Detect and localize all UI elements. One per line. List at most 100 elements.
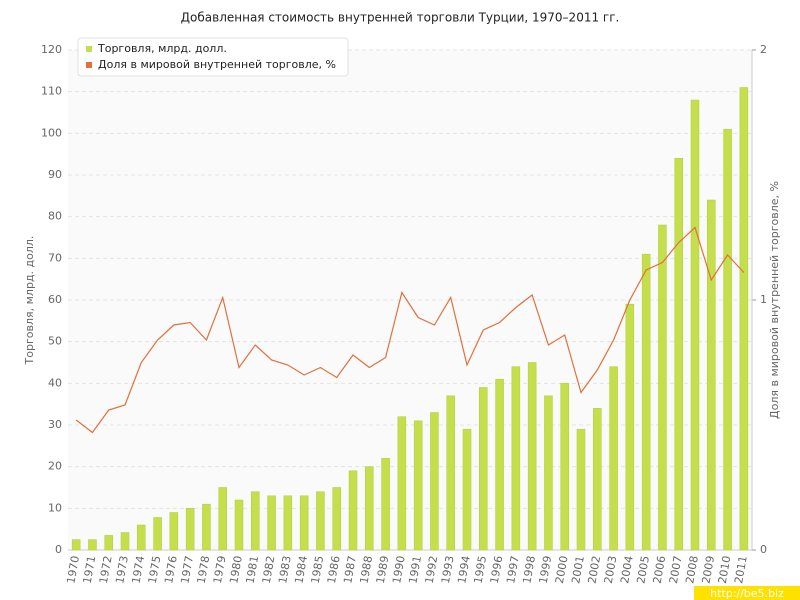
bar	[267, 495, 276, 551]
bar	[185, 508, 195, 551]
x-tick-label: 1985	[309, 555, 327, 585]
x-tick-label: 1979	[211, 555, 229, 585]
x-tick-label: 1988	[358, 555, 376, 585]
legend-swatch	[86, 62, 92, 68]
bar	[593, 408, 602, 551]
legend-label: Торговля, млрд. долл.	[97, 42, 227, 55]
x-tick-label: 1972	[97, 555, 115, 585]
x-tick-label: 1977	[178, 555, 196, 585]
y2-tick-label: 2	[760, 43, 767, 56]
y-tick-label: 120	[41, 43, 62, 56]
x-tick-label: 1987	[341, 555, 359, 585]
x-tick-label: 2006	[651, 555, 669, 585]
bar	[153, 517, 162, 551]
bar	[169, 512, 179, 551]
bar	[495, 378, 504, 551]
x-tick-label: 2001	[569, 555, 587, 585]
x-tick-label: 2008	[683, 555, 701, 585]
bar	[413, 420, 423, 551]
bar	[739, 87, 749, 551]
y-tick-label: 100	[41, 126, 62, 139]
bar	[381, 458, 390, 551]
legend-box	[77, 37, 349, 77]
bar	[397, 416, 407, 551]
bar	[283, 495, 293, 551]
bar	[723, 128, 732, 551]
x-tick-label: 2002	[586, 555, 604, 585]
y-tick-label: 10	[48, 501, 62, 514]
x-tick-label: 1980	[227, 555, 245, 585]
x-tick-label: 1976	[162, 555, 180, 585]
legend-swatch	[86, 46, 92, 52]
y-tick-label: 80	[48, 210, 62, 223]
x-tick-label: 1993	[439, 555, 457, 585]
bar	[137, 524, 146, 551]
x-tick-label: 1982	[260, 555, 278, 585]
bar	[479, 387, 488, 551]
x-tick-label: 1986	[325, 555, 343, 585]
x-tick-label: 1994	[455, 555, 473, 585]
bar	[544, 395, 553, 551]
y-tick-label: 90	[48, 168, 62, 181]
x-tick-label: 1981	[244, 555, 262, 585]
bar	[609, 366, 618, 551]
y-axis-label: Торговля, млрд. долл.	[23, 236, 36, 366]
x-tick-label: 1975	[146, 555, 164, 585]
x-tick-label: 2009	[700, 555, 718, 585]
y-tick-label: 20	[48, 460, 62, 473]
bar	[104, 535, 113, 551]
y-tick-label: 110	[41, 85, 62, 98]
bar	[641, 253, 651, 551]
x-tick-label: 1984	[292, 555, 310, 585]
bar	[218, 487, 227, 551]
y-tick-label: 0	[55, 543, 62, 556]
x-tick-label: 1999	[537, 555, 555, 585]
x-tick-label: 2010	[716, 555, 734, 585]
bar	[71, 539, 81, 551]
legend-label: Доля в мировой внутренней торговле, %	[98, 58, 336, 71]
x-tick-label: 2011	[732, 555, 750, 585]
x-tick-label: 1974	[130, 555, 148, 585]
x-tick-label: 2003	[602, 555, 620, 585]
y-tick-label: 70	[48, 251, 62, 264]
x-tick-label: 1991	[406, 555, 424, 585]
bar	[658, 224, 667, 551]
bar	[365, 466, 374, 551]
bar	[625, 303, 635, 551]
y-tick-label: 60	[48, 293, 62, 306]
x-tick-label: 1983	[276, 555, 294, 585]
y-tick-label: 50	[48, 335, 62, 348]
x-tick-label: 2007	[667, 555, 685, 585]
x-tick-label: 1971	[81, 555, 99, 585]
bar	[576, 428, 586, 551]
bar	[299, 495, 309, 551]
bar	[462, 428, 472, 551]
bar	[707, 199, 716, 551]
x-tick-label: 1996	[488, 555, 506, 585]
x-tick-label: 1995	[472, 555, 490, 585]
bar	[251, 491, 260, 551]
x-tick-label: 1989	[374, 555, 392, 585]
line	[75, 226, 745, 434]
bar	[234, 499, 244, 551]
bar	[348, 470, 358, 551]
x-tick-label: 1973	[113, 555, 131, 585]
y2-tick-label: 0	[760, 543, 767, 556]
x-tick-label: 1990	[390, 555, 408, 585]
bar	[430, 412, 439, 551]
x-tick-label: 1997	[504, 555, 522, 585]
x-tick-label: 2000	[553, 555, 571, 585]
y2-axis-label: Доля в мировой внутренней торговле, %	[768, 181, 781, 419]
bar	[674, 158, 683, 551]
y-tick-label: 30	[48, 418, 62, 431]
bar	[527, 362, 537, 551]
bar	[202, 503, 211, 551]
chart-title: Добавленная стоимость внутренней торговл…	[181, 11, 620, 25]
bar	[560, 383, 569, 551]
x-tick-label: 1978	[195, 555, 213, 585]
y2-tick-label: 1	[760, 293, 767, 306]
watermark: http://be5.biz	[710, 587, 784, 600]
watermark-box	[694, 586, 800, 600]
x-tick-label: 1970	[64, 555, 82, 585]
